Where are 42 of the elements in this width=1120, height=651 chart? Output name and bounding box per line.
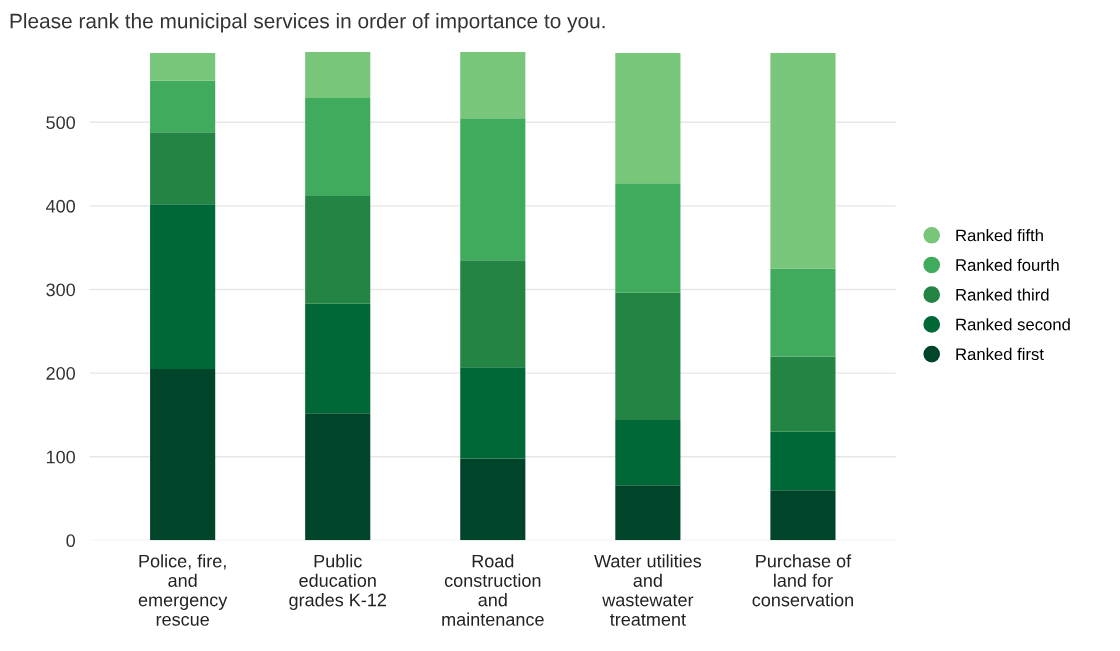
- bar: [770, 52, 836, 269]
- legend-label: Ranked second: [956, 318, 1070, 331]
- bar: [305, 195, 371, 304]
- y-tick-label: 0: [66, 534, 76, 548]
- y-tick-label: 100: [46, 450, 76, 464]
- legend-label: Ranked first: [956, 347, 1044, 361]
- x-tick-label: Water utilities and wastewater treatment: [594, 554, 702, 626]
- x-tick-label: Police, fire, and emergency rescue: [138, 554, 228, 626]
- bar: [770, 356, 836, 432]
- bar: [150, 132, 216, 205]
- bar: [150, 368, 216, 541]
- bar: [305, 98, 371, 196]
- bar: [615, 485, 681, 541]
- y-tick-label: 400: [46, 199, 76, 213]
- bar: [460, 367, 526, 459]
- x-tick-label: Purchase of land for conservation: [752, 554, 853, 607]
- bar: [460, 118, 526, 261]
- y-tick-label: 200: [46, 367, 76, 380]
- bar: [460, 52, 526, 119]
- y-tick-label: 500: [46, 116, 76, 130]
- x-tick-label: Road construction and maintenance: [442, 554, 544, 626]
- legend-label: Ranked fifth: [956, 229, 1043, 242]
- y-tick-label: 300: [46, 283, 76, 297]
- bar: [770, 431, 836, 491]
- bar: [150, 204, 216, 369]
- bar: [615, 292, 681, 420]
- chart-title: Please rank the municipal services in order of importance to you.: [10, 13, 605, 33]
- bar: [305, 413, 371, 541]
- bar: [150, 52, 216, 81]
- bar: [305, 52, 371, 99]
- bar: [150, 80, 216, 133]
- bar: [460, 458, 526, 541]
- bar: [615, 183, 681, 293]
- bar: [305, 303, 371, 414]
- legend-label: Ranked third: [956, 288, 1049, 301]
- bar: [615, 419, 681, 486]
- x-tick-label: Public education grades K-12: [289, 554, 386, 610]
- legend-label: Ranked fourth: [956, 258, 1059, 271]
- bar: [460, 260, 526, 368]
- bar: [770, 490, 836, 541]
- bar: [770, 268, 836, 357]
- bar: [615, 52, 681, 184]
